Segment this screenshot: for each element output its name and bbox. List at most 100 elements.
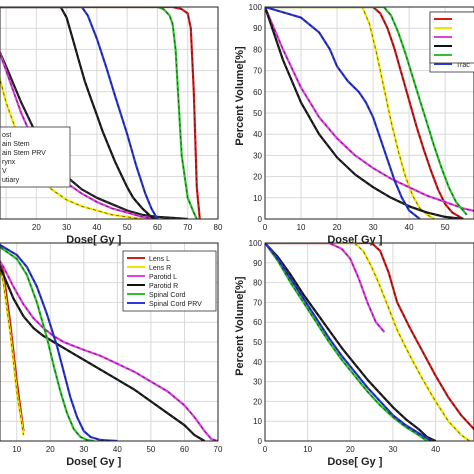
series-line-dashed [0,244,118,441]
series-group [265,7,474,219]
legend-label: Parotid R [149,283,178,290]
axes-frame [264,242,474,442]
y-tick-label: 100 [249,3,263,12]
y-tick-label: 90 [253,24,262,33]
y-tick-label: 30 [253,378,262,387]
panel-bottom-left: 10 20 30 40 50 60 70 Dose[ Gy ] Lens L Lens R Paro… [0,242,223,468]
x-tick-label: 30 [389,445,398,454]
x-tick-label: 40 [92,223,101,232]
x-tick-label: 20 [32,223,41,232]
series-line-dashed [0,7,158,219]
series-line-dashed [265,7,435,219]
y-tick-label: 10 [253,194,262,203]
series-line-dashed [0,246,94,441]
legend-label: ain Stem [2,141,30,148]
x-tick-label: 50 [146,445,155,454]
series-line-dashed [265,243,428,441]
series-line-dashed [265,243,474,430]
y-tick-label: 60 [253,318,262,327]
y-tick-label: 90 [253,259,262,268]
series-line-dashed [0,266,205,441]
legend-box [0,126,71,188]
y-tick-label: 70 [253,67,262,76]
legend-label: Spinal Cord PRV [149,301,202,308]
grid [264,242,474,442]
series-line-dashed [0,260,218,441]
x-tick-label: 30 [369,223,378,232]
series-line-dashed [265,243,385,333]
y-tick-label: 40 [253,130,262,139]
y-tick-label: 60 [253,88,262,97]
x-tick-label: 60 [153,223,162,232]
y-tick-label: 80 [253,45,262,54]
axes-frame [264,6,474,220]
legend-label: rynx [2,159,16,166]
x-tick-label: 10 [12,445,21,454]
legend-label: Lens R [149,265,171,272]
series-line-dashed [265,243,436,441]
x-tick-label: 30 [79,445,88,454]
y-tick-label: 80 [253,279,262,288]
series-line-dashed [0,7,158,219]
y-tick-label: 20 [253,397,262,406]
legend-label: Parotid L [149,274,177,281]
series-group [0,243,218,441]
x-tick-label: 80 [214,223,223,232]
x-tick-label: 20 [333,223,342,232]
y-tick-label: 50 [253,109,262,118]
series-line-dashed [265,243,470,441]
series-line-dashed [0,77,143,219]
x-tick-label: 0 [263,445,268,454]
x-tick-label: 40 [431,445,440,454]
x-axis-label: Dose[ Gy ] [66,456,121,468]
axes-frame [0,6,219,220]
series-line-dashed [265,243,432,441]
y-tick-label: 0 [258,437,263,446]
series-line-dashed [265,7,464,219]
axes-frame [0,242,219,442]
legend-label: ost [2,132,11,139]
legend-label: Spinal Cord [149,292,186,299]
legend-label: utiary [2,177,20,184]
series-line-dashed [265,7,474,212]
x-tick-label: 20 [346,445,355,454]
legend-label: Lens L [149,256,170,263]
x-tick-label: 70 [214,445,223,454]
x-tick-label: 50 [441,223,450,232]
series-line-dashed [0,7,198,219]
x-tick-label: 40 [405,223,414,232]
x-tick-label: 40 [113,445,122,454]
legend: Lens L Lens R Parotid L Parotid R Spinal Cor… [122,250,217,312]
y-axis-label: Percent Volume[%] [234,276,246,376]
series-line [265,7,468,216]
x-axis-label: Dose[ Gy ] [66,234,121,246]
legend-label: V [2,168,7,175]
series-line-dashed [265,7,464,219]
legend-label: ain Stem PRV [2,150,46,157]
panel-top-left: 20 30 40 50 60 70 80 Dose[ Gy ] ost ain Stem ain S… [0,6,223,246]
series-line-dashed [0,268,24,436]
x-tick-label: 10 [303,445,312,454]
y-tick-label: 10 [253,417,262,426]
x-tick-label: 30 [62,223,71,232]
y-tick-label: 30 [253,151,262,160]
x-tick-label: 50 [123,223,132,232]
series-group [265,243,474,441]
x-axis-label: Dose[ Gy ] [327,456,382,468]
x-tick-label: 10 [297,223,306,232]
legend-box [122,250,217,312]
y-tick-label: 20 [253,173,262,182]
x-tick-label: 60 [180,445,189,454]
y-tick-label: 70 [253,298,262,307]
y-tick-label: 0 [258,215,263,224]
series-line [265,243,474,431]
legend-label: Trac [456,62,470,69]
y-tick-label: 100 [249,239,263,248]
x-tick-label: 0 [263,223,268,232]
x-tick-label: 70 [183,223,192,232]
legend [429,11,474,64]
y-tick-label: 40 [253,358,262,367]
